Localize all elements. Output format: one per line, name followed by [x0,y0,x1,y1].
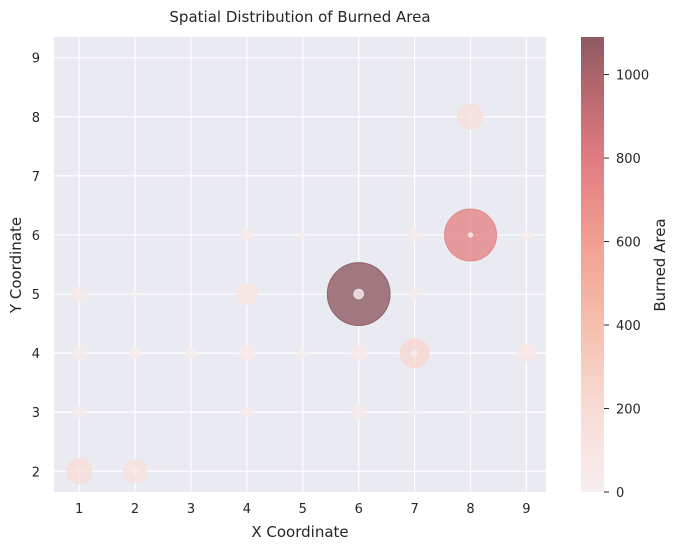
scatter-point [71,286,88,302]
y-axis-ticks: 2 3 4 5 6 7 8 9 [32,52,40,481]
scatter-point [235,283,258,305]
scatter-point [240,406,253,419]
y-tick-label: 9 [32,52,40,67]
x-axis-ticks: 1 2 3 4 5 6 7 8 9 [75,502,531,517]
colorbar-tick-label: 0 [616,486,624,501]
scatter-point [240,228,253,242]
x-tick-label: 5 [299,502,307,517]
colorbar [581,37,604,492]
y-tick-label: 7 [32,170,40,185]
x-tick-label: 9 [522,502,530,517]
scatter-point [72,405,86,419]
scatter-point [412,409,418,415]
y-tick-label: 6 [32,229,40,244]
x-tick-label: 8 [466,502,474,517]
colorbar-tick-label: 600 [616,236,641,251]
x-tick-label: 1 [75,502,83,517]
chart-title: Spatial Distribution of Burned Area [169,8,430,26]
y-tick-label: 4 [32,347,40,362]
x-tick-label: 4 [243,502,251,517]
scatter-point [407,228,422,242]
scatter-point [72,346,87,361]
scatter-point [131,468,139,475]
scatter-point [129,347,141,359]
x-tick-label: 6 [355,502,363,517]
colorbar-ticks: 0 200 400 600 800 1000 [604,69,649,501]
scatter-point [350,345,367,362]
scatter-point [131,290,139,298]
colorbar-tick-label: 400 [616,319,641,334]
y-tick-label: 8 [32,111,40,126]
colorbar-tick-label: 200 [616,403,641,418]
x-axis-label: X Coordinate [251,523,348,541]
scatter-point [411,349,419,357]
scatter-point [467,232,474,238]
x-tick-label: 7 [410,502,418,517]
x-tick-label: 3 [187,502,195,517]
scatter-point [298,348,307,358]
colorbar-tick-label: 800 [616,152,641,167]
scatter-point [185,347,197,359]
scatter-point [517,344,536,363]
y-tick-label: 3 [32,406,40,421]
y-tick-label: 5 [32,288,40,303]
scatter-point [408,288,421,300]
scatter-point [353,288,365,300]
data-points [65,103,536,485]
x-tick-label: 2 [131,502,139,517]
scatter-point [351,405,366,420]
scatter-point [239,345,255,361]
y-tick-label: 2 [32,465,40,480]
colorbar-tick-label: 1000 [616,69,649,84]
scatter-point [299,231,306,239]
colorbar-label: Burned Area [651,218,669,311]
scatter-point [65,458,93,485]
y-axis-label: Y Coordinate [7,217,25,314]
scatter-point [521,230,532,240]
scatter-point [467,409,474,415]
scatter-point [457,103,484,130]
